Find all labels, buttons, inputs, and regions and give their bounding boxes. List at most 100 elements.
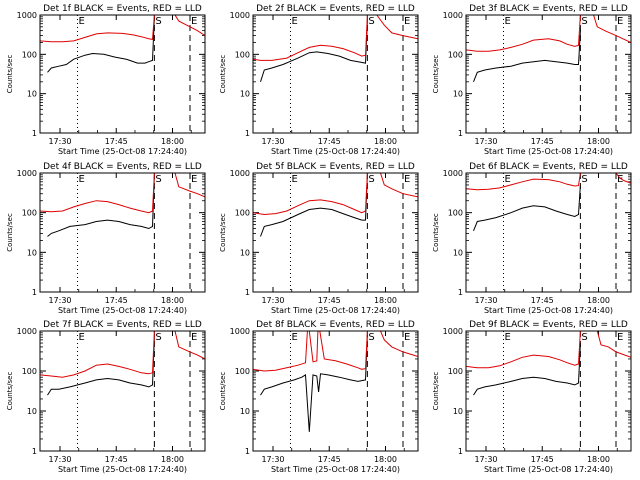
marker-label: S: [581, 174, 587, 185]
y-tick-label: 1: [458, 288, 463, 297]
marker-label: E: [505, 332, 511, 343]
marker-label: E: [79, 16, 85, 27]
marker-label: E: [505, 16, 511, 27]
y-tick-label: 1: [32, 447, 37, 456]
events-series-line: [473, 342, 581, 396]
y-tick-label: 10: [453, 90, 463, 99]
y-tick-label: 10: [453, 248, 463, 257]
y-tick-label: 1: [458, 447, 463, 456]
y-tick-label: 100: [448, 50, 463, 59]
x-tick-label: 18:00: [587, 296, 610, 305]
x-tick-label: 17:45: [531, 296, 554, 305]
y-tick-label: 1000: [230, 327, 250, 336]
plot-frame: [465, 14, 632, 134]
detector-panel-6: Det 6f BLACK = Events, RED = LLD Counts/s…: [432, 162, 632, 315]
lld-series-line: [40, 15, 205, 43]
y-tick-label: 1: [32, 129, 37, 138]
events-series-line: [260, 21, 368, 82]
y-tick-label: 1: [245, 288, 250, 297]
plot-frame: [465, 172, 632, 293]
y-tick-label: 10: [27, 90, 37, 99]
y-tick-label: 100: [22, 50, 37, 59]
marker-label: E: [292, 332, 298, 343]
y-tick-label: 100: [22, 209, 37, 218]
x-axis-label: Start Time (25-Oct-08 17:24:40): [271, 306, 400, 315]
events-series-line: [473, 184, 581, 231]
detector-panel-5: Det 5f BLACK = Events, RED = LLD Counts/s…: [219, 162, 419, 315]
x-axis-label: Start Time (25-Oct-08 17:24:40): [58, 306, 187, 315]
marker-label: E: [617, 174, 623, 185]
y-tick-label: 10: [240, 407, 250, 416]
x-axis-label: Start Time (25-Oct-08 17:24:40): [484, 306, 613, 315]
lld-series-line: [253, 331, 418, 372]
lld-series-line: [466, 331, 631, 369]
y-tick-label: 10: [27, 407, 37, 416]
marker-label: E: [292, 174, 298, 185]
marker-label: E: [292, 16, 298, 27]
x-tick-label: 18:00: [161, 296, 184, 305]
panel-title: Det 8f BLACK = Events, RED = LLD: [256, 320, 415, 330]
detector-panel-8: Det 8f BLACK = Events, RED = LLD Counts/s…: [219, 320, 419, 474]
panel-title: Det 3f BLACK = Events, RED = LLD: [469, 4, 628, 14]
y-tick-label: 10: [453, 407, 463, 416]
detector-panel-2: Det 2f BLACK = Events, RED = LLD Counts/s…: [219, 4, 419, 156]
events-series-line: [260, 334, 368, 432]
x-tick-label: 17:30: [474, 137, 497, 146]
marker-label: S: [581, 332, 587, 343]
y-tick-label: 1000: [443, 169, 463, 178]
y-axis-label: Counts/sec: [432, 372, 440, 411]
marker-label: E: [404, 332, 410, 343]
detector-panel-7: Det 7f BLACK = Events, RED = LLD Counts/s…: [6, 320, 206, 474]
detector-panel-1: Det 1f BLACK = Events, RED = LLD Counts/s…: [6, 4, 206, 156]
panel-title: Det 5f BLACK = Events, RED = LLD: [256, 162, 415, 172]
lld-series-line: [40, 173, 205, 214]
detector-panel-9: Det 9f BLACK = Events, RED = LLD Counts/s…: [432, 320, 632, 474]
events-series-line: [260, 174, 368, 237]
lld-series-line: [253, 173, 418, 216]
panel-title: Det 6f BLACK = Events, RED = LLD: [469, 162, 628, 172]
y-tick-label: 1: [458, 129, 463, 138]
x-tick-label: 17:45: [531, 455, 554, 464]
x-tick-label: 17:30: [48, 137, 71, 146]
y-tick-label: 1: [32, 288, 37, 297]
y-tick-label: 1: [245, 129, 250, 138]
x-axis-label: Start Time (25-Oct-08 17:24:40): [271, 465, 400, 474]
plot-frame: [252, 14, 419, 134]
y-tick-label: 1000: [230, 11, 250, 20]
events-series-line: [47, 337, 155, 396]
y-tick-label: 100: [235, 367, 250, 376]
marker-label: E: [191, 16, 197, 27]
x-axis-label: Start Time (25-Oct-08 17:24:40): [58, 465, 187, 474]
x-tick-label: 18:00: [587, 455, 610, 464]
panel-title: Det 4f BLACK = Events, RED = LLD: [43, 162, 202, 172]
panel-title: Det 7f BLACK = Events, RED = LLD: [43, 320, 202, 330]
marker-label: E: [404, 16, 410, 27]
y-tick-label: 10: [240, 248, 250, 257]
y-tick-label: 100: [235, 50, 250, 59]
y-axis-label: Counts/sec: [6, 55, 14, 94]
marker-label: S: [155, 16, 161, 27]
lld-series-line: [253, 15, 418, 61]
marker-label: S: [155, 174, 161, 185]
panel-title: Det 2f BLACK = Events, RED = LLD: [256, 4, 415, 14]
detector-panel-4: Det 4f BLACK = Events, RED = LLD Counts/s…: [6, 162, 206, 315]
x-axis-label: Start Time (25-Oct-08 17:24:40): [484, 465, 613, 474]
detector-panel-3: Det 3f BLACK = Events, RED = LLD Counts/s…: [432, 4, 632, 156]
x-axis-label: Start Time (25-Oct-08 17:24:40): [58, 147, 187, 156]
x-tick-label: 18:00: [161, 455, 184, 464]
x-tick-label: 18:00: [587, 137, 610, 146]
x-axis-label: Start Time (25-Oct-08 17:24:40): [484, 147, 613, 156]
y-tick-label: 1000: [17, 327, 37, 336]
x-tick-label: 17:45: [531, 137, 554, 146]
marker-label: E: [79, 174, 85, 185]
y-axis-label: Counts/sec: [6, 213, 14, 252]
y-axis-label: Counts/sec: [432, 213, 440, 252]
x-tick-label: 17:30: [48, 296, 71, 305]
events-series-line: [473, 30, 581, 82]
y-axis-label: Counts/sec: [432, 55, 440, 94]
x-axis-label: Start Time (25-Oct-08 17:24:40): [271, 147, 400, 156]
y-tick-label: 100: [448, 367, 463, 376]
lld-series-line: [466, 15, 631, 52]
y-tick-label: 1000: [17, 169, 37, 178]
events-series-line: [47, 174, 155, 237]
